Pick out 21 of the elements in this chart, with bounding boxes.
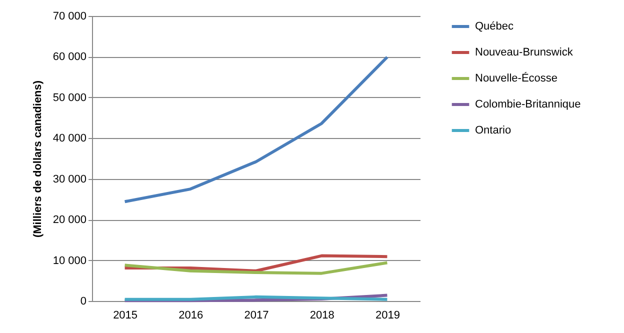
legend-label: Colombie-Britannique [475, 98, 581, 110]
y-tick-label: 60 000 [52, 51, 86, 64]
y-tick-label: 10 000 [52, 254, 86, 267]
y-tick-label: 0 [80, 296, 86, 308]
x-tick-label: 2018 [310, 310, 334, 322]
legend-label: Québec [475, 20, 514, 32]
x-tick-label: 2015 [113, 310, 138, 322]
y-tick-label: 20 000 [52, 214, 86, 226]
x-tick-label: 2016 [178, 310, 204, 322]
x-tick-label: 2017 [244, 310, 269, 322]
legend-label: Nouvelle-Écosse [475, 72, 558, 84]
y-tick-label: 40 000 [52, 132, 86, 145]
y-tick-label: 30 000 [52, 173, 86, 186]
line-series [123, 56, 389, 204]
legend-label: Ontario [475, 124, 512, 136]
legend-label: Nouveau-Brunswick [475, 46, 574, 58]
y-tick-label: 50 000 [52, 92, 86, 104]
y-tick-label: 70 000 [52, 10, 86, 22]
line-series [123, 261, 389, 275]
x-tick-label: 2019 [375, 310, 400, 322]
y-axis-title: (Milliers de dollars canadiens) [32, 80, 44, 238]
